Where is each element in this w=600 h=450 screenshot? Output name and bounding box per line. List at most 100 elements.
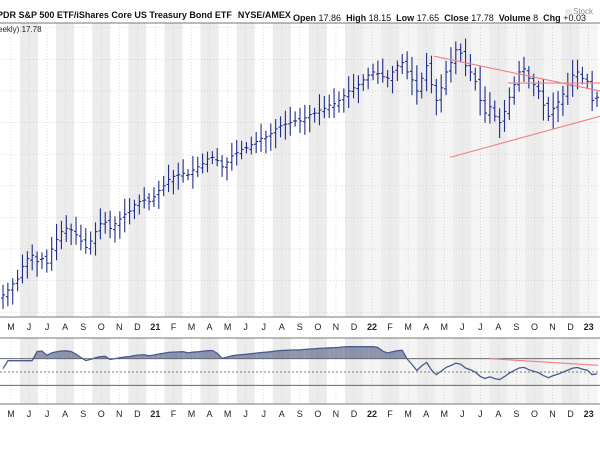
ohlc-bar [98,208,103,240]
ohlc-bar [137,194,142,215]
ohlc-bar [78,224,83,251]
ohlc-bar [371,63,376,81]
ohlc-bar [44,249,49,273]
ohlc-bar [356,75,361,104]
ohlc-bar [312,107,317,123]
x-axis-tick-label: A [495,322,501,332]
x-axis-tick-label: J [261,409,266,419]
x-axis-tick-label: M [404,322,412,332]
rsi-overbought-area [139,354,145,359]
ohlc-bar [434,78,439,116]
security-name: PDR S&P 500 ETF/iShares Core US Treasury… [0,10,232,20]
ohlc-bar [390,65,395,94]
x-axis-tick-label: S [513,409,519,419]
ohlc-bar [497,108,502,139]
x-axis-tick-label: M [440,322,448,332]
ohlc-bar [293,111,298,127]
x-axis-tick-label: A [279,322,285,332]
x-axis-tick-label: J [460,409,465,419]
rsi-overbought-area [343,346,349,359]
ohlc-bar [108,210,113,239]
ohlc-bar [278,116,283,138]
ohlc-bar [20,254,25,284]
rsi-overbought-area [353,346,359,359]
ohlc-bar [181,159,186,183]
ohlc-bar [35,251,40,277]
x-axis-tick-label: N [116,409,123,419]
ohlc-bar [229,142,234,171]
ohlc-bar [317,94,322,126]
rsi-overbought-area [212,350,218,359]
x-axis-tick-label: F [387,322,393,332]
ohlc-bar [322,96,327,119]
x-axis-tick-label: O [531,409,538,419]
ohlc-bar [341,88,346,113]
ohlc-bar [546,96,551,122]
ohlc-bar [112,216,117,243]
rsi-overbought-area [251,353,257,359]
x-axis-tick-label: O [314,322,321,332]
x-axis-tick-label: S [297,409,303,419]
ohlc-bar [419,72,424,99]
rsi-overbought-area [66,350,72,359]
rsi-overbought-area [334,347,339,359]
ohlc-bar [375,60,380,84]
x-axis-tick-label: A [279,409,285,419]
rsi-overbought-area [373,346,378,359]
ohlc-bar [453,41,458,75]
x-axis-labels-price: M J J A S O N D 21 F M A M J J A S O N D 22 F M A M J J A S O N D 23 [7,322,593,332]
ohlc-bar [210,151,215,165]
rsi-overbought-area [358,346,364,359]
x-axis-tick-label: A [62,409,68,419]
high-value: 18.15 [368,13,392,23]
ohlc-bar [444,60,449,96]
ohlc-bar [161,175,166,197]
ohlc-bar [346,76,351,109]
rsi-overbought-area [300,349,305,359]
rsi-overbought-area [324,347,330,359]
ohlc-bar [468,54,473,81]
ohlc-bar [83,227,88,254]
x-axis-tick-label: D [134,322,141,332]
lower-trendline [449,115,600,158]
ohlc-bar [380,58,385,83]
rsi-overbought-area [295,349,300,359]
stockcharts-logo-icon: ◎ [565,7,572,16]
ohlc-bar [298,107,302,133]
ohlc-bar [249,136,254,155]
x-axis-tick-label: S [297,322,303,332]
ohlc-bar [458,43,463,63]
ohlc-bar [517,60,522,92]
ohlc-bar [54,223,59,261]
ohlc-bar [521,56,526,82]
ohlc-bar [234,139,239,166]
rsi-overbought-area [56,351,62,359]
open-label: Open [293,13,317,23]
ohlc-bar [361,74,366,91]
low-label: Low [396,13,415,23]
ohlc-bar [327,94,332,119]
x-axis-tick-label: A [495,409,501,419]
x-axis-tick-label: O [98,409,105,419]
high-label: High [346,13,367,23]
ohlc-bar [424,52,429,92]
ohlc-bar [15,269,20,292]
x-axis-tick-label: M [224,322,232,332]
rsi-overbought-area [256,352,262,359]
x-axis-tick-label: N [549,409,556,419]
x-axis-tick-label: O [531,322,538,332]
x-axis-tick-label: F [387,409,393,419]
ohlc-bar [156,180,161,209]
ohlc-bar [239,140,244,160]
rsi-overbought-area [188,352,193,359]
x-axis-tick-label: J [243,409,248,419]
ohlc-bar [351,73,356,99]
ohlc-bar [332,88,337,118]
x-axis-tick-label: M [7,409,15,419]
ohlc-bar [147,193,152,211]
ohlc-bar [478,66,483,116]
x-axis-tick-label: N [333,409,340,419]
rsi-overbought-area [51,351,57,359]
rsi-overbought-area [178,351,184,359]
ohlc-bar [39,252,44,270]
